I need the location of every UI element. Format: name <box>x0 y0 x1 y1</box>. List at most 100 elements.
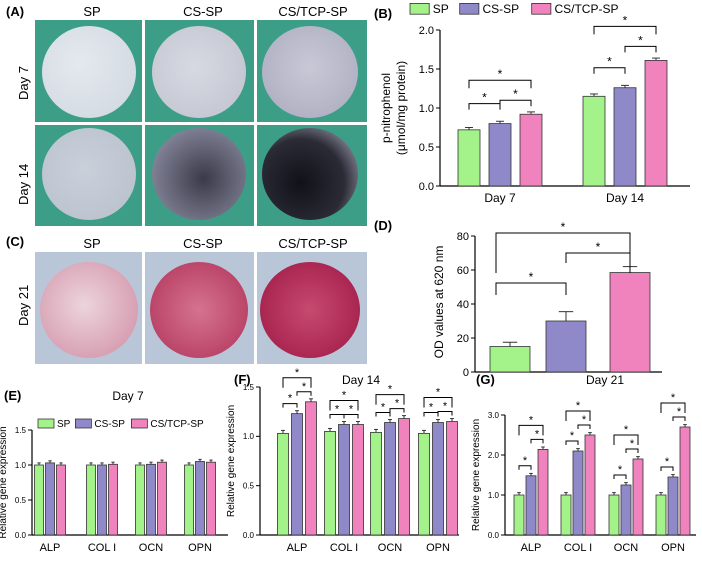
f-significance-star: * <box>335 403 340 415</box>
g-significance-star: * <box>630 438 635 450</box>
e-bar <box>157 461 167 536</box>
g-bar <box>525 475 537 536</box>
e-x-tick-label: COL I <box>88 542 116 554</box>
e-bar <box>184 464 194 536</box>
e-bar <box>206 461 216 536</box>
d-y-tick-label: 20 <box>457 333 469 345</box>
e-bar <box>45 462 55 536</box>
f-significance-bracket <box>296 391 312 396</box>
photo-c-gap-1 <box>142 252 145 364</box>
f-significance-bracket <box>423 397 453 408</box>
panel-label-e: (E) <box>4 388 21 403</box>
e-bar <box>56 464 66 536</box>
legend-swatch <box>459 2 480 15</box>
f-bar <box>305 401 317 536</box>
e-bar <box>146 463 156 536</box>
legend-label: SP <box>57 419 71 430</box>
d-significance-bracket <box>495 232 631 273</box>
f-significance-star: * <box>443 401 448 413</box>
g-significance-bracket <box>518 465 532 470</box>
e-y-label: Relative gene expression <box>0 426 9 538</box>
panel-label-d: (D) <box>374 218 392 233</box>
f-title: Day 14 <box>342 373 380 387</box>
legend-swatch <box>75 418 92 429</box>
g-significance-bracket <box>660 466 674 471</box>
f-bar <box>446 421 458 536</box>
b-significance-star: * <box>482 91 487 105</box>
chart-e: (E) Day 7 0.0 0.5 1.0 1.5 Relative gene expres… <box>0 388 228 554</box>
b-y-tick-label: 1.0 <box>419 103 434 115</box>
dish-sp-day7 <box>42 26 136 118</box>
f-bar <box>338 424 350 536</box>
b-bar <box>488 123 512 187</box>
g-bar <box>608 494 620 536</box>
b-significance-bracket <box>468 79 532 89</box>
g-significance-star: * <box>570 430 575 442</box>
g-y-label: Relative gene expression <box>471 419 482 531</box>
b-y-label-line2: (μmol/mg protein) <box>394 61 408 155</box>
f-y-tick-label: 1.0 <box>243 432 255 441</box>
f-y-tick-label: 0.5 <box>243 481 255 490</box>
e-y-tick-label: 0.5 <box>15 496 27 505</box>
e-bar <box>135 464 145 536</box>
chart-b: (B) SP CS-SP CS/TCP-SP 0.0 0.5 1.0 1.5 2.0 p-nitr… <box>374 2 690 205</box>
g-significance-star: * <box>576 400 581 412</box>
b-bar <box>644 60 668 187</box>
g-significance-star: * <box>677 406 682 418</box>
dish-cs-sp-day7 <box>152 26 246 118</box>
g-bar <box>584 434 596 536</box>
g-significance-star: * <box>535 428 540 440</box>
e-y-tick-label: 1.0 <box>15 461 27 470</box>
e-bar <box>97 464 107 536</box>
d-y-label: OD values at 620 nm <box>432 246 446 359</box>
d-y-tick-label: 40 <box>457 299 469 311</box>
panel-label-a: (A) <box>6 4 25 19</box>
f-y-label: Relative gene expression <box>226 405 237 517</box>
g-y-tick-label: 3.0 <box>488 411 500 420</box>
f-significance-bracket <box>282 403 298 408</box>
e-x-tick-label: OCN <box>139 542 164 554</box>
e-bar <box>108 463 118 536</box>
e-x-tick-label: ALP <box>40 542 61 554</box>
g-bar <box>632 458 644 536</box>
g-y-tick-label: 0.0 <box>488 531 500 540</box>
d-bar <box>609 272 651 373</box>
d-bar <box>489 346 531 373</box>
f-significance-star: * <box>295 367 300 379</box>
d-y-tick-label: 60 <box>457 265 469 277</box>
f-y-tick-label: 1.5 <box>243 383 255 392</box>
e-y-tick-label: 0.0 <box>15 531 27 540</box>
f-significance-bracket <box>329 399 359 411</box>
g-bar <box>620 484 632 536</box>
dish-sp-day21 <box>40 262 138 358</box>
b-significance-bracket <box>593 25 657 35</box>
legend-label: CS-SP <box>482 2 519 16</box>
b-significance-star: * <box>607 55 612 69</box>
f-bar <box>384 422 396 536</box>
f-significance-star: * <box>349 403 354 415</box>
f-significance-bracket <box>282 377 312 388</box>
legend-label: CS/TCP-SP <box>554 2 618 16</box>
b-significance-star: * <box>513 87 518 101</box>
b-x-tick-label: Day 7 <box>484 191 516 205</box>
g-bar <box>679 426 691 536</box>
e-bar <box>34 464 44 536</box>
f-bar <box>291 413 303 536</box>
f-significance-star: * <box>436 387 441 399</box>
b-significance-star: * <box>623 13 628 27</box>
d-significance-star: * <box>561 220 566 234</box>
dish-cs-sp-day14 <box>152 128 246 220</box>
chart-g: (G) Day 21 0.0 1.0 2.0 3.0 Relative gene expre… <box>471 372 696 554</box>
b-significance-bracket <box>499 99 532 107</box>
g-significance-bracket <box>530 438 544 444</box>
g-bar <box>513 494 525 536</box>
b-bar <box>519 113 543 187</box>
legend-label: SP <box>433 2 449 16</box>
g-bar <box>572 450 584 536</box>
photo-c-col-title-sp: SP <box>83 236 101 251</box>
f-significance-star: * <box>288 393 293 405</box>
g-significance-bracket <box>625 448 639 453</box>
g-significance-bracket <box>577 424 591 429</box>
f-significance-bracket <box>343 413 359 419</box>
